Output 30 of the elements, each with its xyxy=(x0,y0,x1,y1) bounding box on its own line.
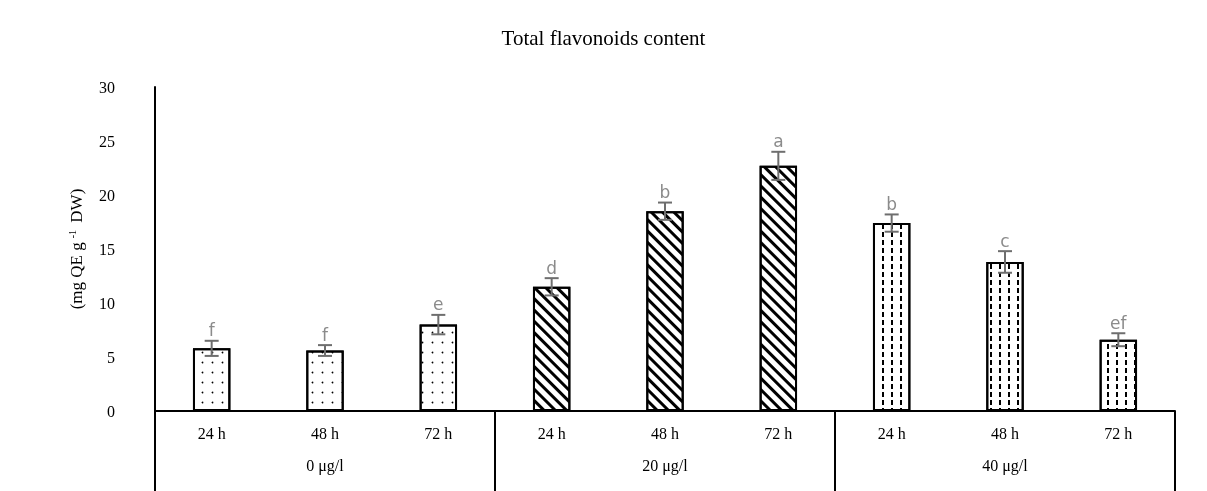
y-tick-label: 20 xyxy=(99,186,115,204)
x-tick-label: 72 h xyxy=(764,424,793,442)
data-label: a xyxy=(773,131,784,152)
x-tick-label: 48 h xyxy=(651,424,679,442)
data-label: ef xyxy=(1110,312,1128,333)
x-tick-label: 72 h xyxy=(1104,424,1133,442)
x-tick-label: 24 h xyxy=(197,424,226,442)
text: 40 μg/l xyxy=(982,456,1029,475)
y-axis-title: (mg QE g-1 DW) xyxy=(66,188,86,310)
y-tick-label: 5 xyxy=(107,348,115,366)
y-tick-label: 0 xyxy=(107,402,115,420)
text: 0 μg/l xyxy=(306,456,345,475)
data-label: c xyxy=(1000,230,1010,251)
x-tick-label: 72 h xyxy=(424,424,453,442)
y-tick-label: 10 xyxy=(99,294,115,312)
data-label: f xyxy=(322,324,329,345)
data-label: b xyxy=(886,193,898,214)
y-tick-label: 30 xyxy=(99,78,115,96)
data-label: e xyxy=(433,294,444,315)
data-label: d xyxy=(546,257,558,278)
x-tick-label: 48 h xyxy=(311,424,339,442)
x-tick-label: 48 h xyxy=(991,424,1019,442)
data-label: f xyxy=(208,320,216,341)
text: 20 μg/l xyxy=(642,456,689,475)
x-tick-label: 24 h xyxy=(537,424,566,442)
x-tick-label: 24 h xyxy=(877,424,906,442)
y-tick-label: 15 xyxy=(99,240,115,258)
data-label: b xyxy=(659,182,671,203)
y-tick-label: 25 xyxy=(99,132,115,150)
chart-title: Total flavonoids content xyxy=(501,25,706,50)
